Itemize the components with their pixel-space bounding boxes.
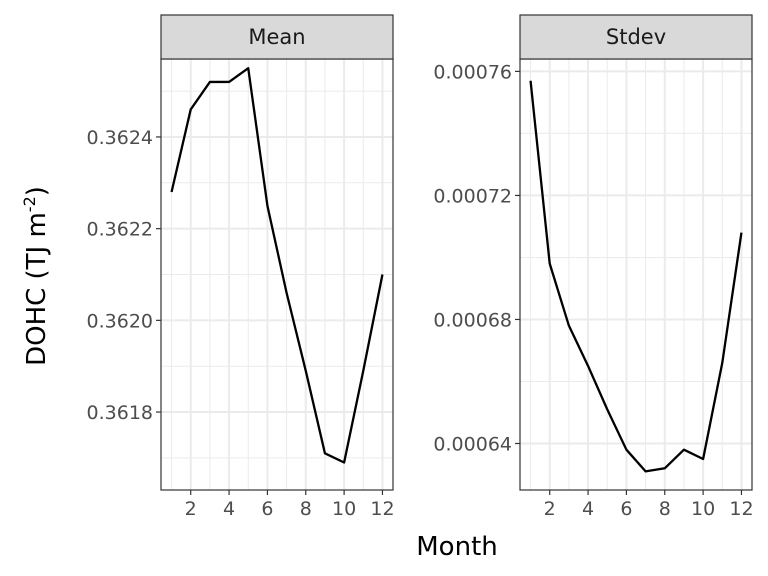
y-axis-title-main: DOHC (TJ m <box>22 212 52 366</box>
y-axis-title: DOHC (TJ m-2) <box>20 186 52 366</box>
strip-stdev <box>519 14 753 60</box>
x-tick-label: 2 <box>544 498 556 520</box>
panel-stdev: Stdev 2 4 6 8 10 12 0.00064 0.00068 0.00072 0.0007… <box>433 14 754 520</box>
y-tick-label: 0.00064 <box>433 433 512 455</box>
y-tick-label: 0.00076 <box>433 61 512 83</box>
y-tick-label: 0.00072 <box>433 185 512 207</box>
panel-background <box>520 59 752 490</box>
strip-label-mean: Mean <box>248 25 305 49</box>
x-tick-label: 10 <box>691 498 715 520</box>
y-tick-label: 0.3622 <box>87 219 153 241</box>
facet-panels: Mean 2 4 6 8 10 12 0.3618 0.3620 0.3622 0.3624 Stde… <box>87 14 754 520</box>
y-tick-label: 0.3624 <box>87 127 153 149</box>
y-axis-title-superscript: -2 <box>20 196 39 212</box>
x-tick-label: 6 <box>261 498 273 520</box>
x-tick-label: 6 <box>620 498 632 520</box>
x-tick-label: 8 <box>659 498 671 520</box>
y-tick-label: 0.3618 <box>87 402 153 424</box>
x-tick-label: 10 <box>332 498 356 520</box>
y-tick-label: 0.00068 <box>433 309 512 331</box>
panel-mean: Mean 2 4 6 8 10 12 0.3618 0.3620 0.3622 0.3624 <box>87 14 395 520</box>
y-axis-title-close: ) <box>22 186 52 196</box>
x-axis-title: Month <box>416 532 498 562</box>
x-tick-label: 4 <box>223 498 235 520</box>
x-tick-label: 12 <box>729 498 753 520</box>
x-tick-label: 8 <box>300 498 312 520</box>
y-tick-label: 0.3620 <box>87 310 153 332</box>
series-line-mean <box>170 67 384 464</box>
x-tick-label: 12 <box>370 498 394 520</box>
strip-label-stdev: Stdev <box>606 25 666 49</box>
strip-mean <box>160 14 394 60</box>
x-tick-label: 2 <box>185 498 197 520</box>
series-line-stdev <box>529 80 743 473</box>
x-tick-label: 4 <box>582 498 594 520</box>
